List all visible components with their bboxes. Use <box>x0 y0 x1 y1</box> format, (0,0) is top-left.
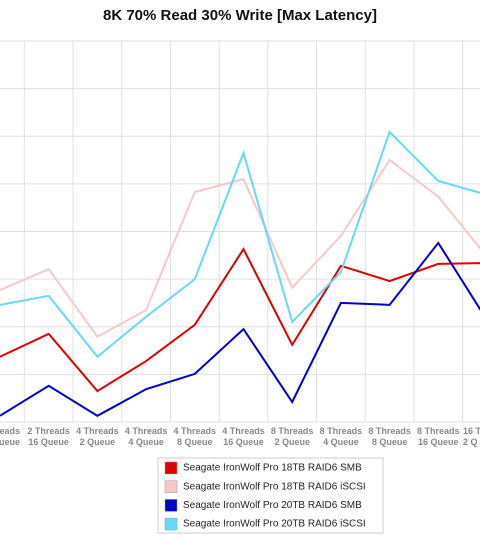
x-tick-label: 8 Threads 16 Queue <box>417 426 460 447</box>
legend-label: Seagate IronWolf Pro 18TB RAID6 iSCSI <box>183 481 366 492</box>
legend-swatch <box>164 499 178 512</box>
legend-swatch <box>164 480 178 493</box>
x-tick-label: 4 Threads 4 Queue <box>125 426 168 447</box>
x-tick-label: 8 Threads 8 Queue <box>368 426 411 447</box>
series-line <box>0 158 480 339</box>
x-tick-label: readsueue <box>0 426 20 447</box>
legend-swatch <box>164 461 178 475</box>
legend-label: Seagate IronWolf Pro 20TB RAID6 iSCSI <box>183 519 366 530</box>
x-tick-label: 2 Threads 16 Queue <box>27 426 70 447</box>
chart-title: 8K 70% Read 30% Write [Max Latency] <box>103 7 377 24</box>
x-tick-label: 4 Threads 8 Queue <box>174 426 217 447</box>
series-line <box>0 241 480 417</box>
series-line <box>0 247 480 393</box>
legend-box <box>157 457 384 534</box>
x-tick-label: 8 Threads 2 Queue <box>271 426 314 447</box>
x-tick-label: 8 Threads 4 Queue <box>320 426 363 447</box>
series-line <box>0 130 480 359</box>
x-tick-label: 4 Threads 16 Queue <box>222 426 265 447</box>
legend-label: Seagate IronWolf Pro 18TB RAID6 SMB <box>183 463 362 474</box>
legend-swatch <box>164 517 178 531</box>
x-tick-label: 4 Threads 2 Queue <box>76 426 119 447</box>
legend-label: Seagate IronWolf Pro 20TB RAID6 SMB <box>183 500 362 511</box>
